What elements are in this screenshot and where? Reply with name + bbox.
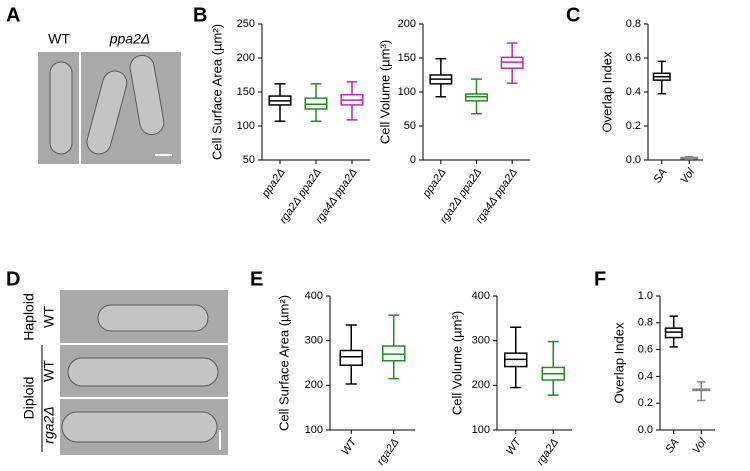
y-tick-label: 200 bbox=[472, 379, 490, 391]
y-tick-label: 250 bbox=[237, 18, 255, 30]
y-tick-label: 0.8 bbox=[626, 18, 641, 30]
y-tick-label: 0 bbox=[410, 154, 416, 166]
y-tick-label: 300 bbox=[305, 335, 323, 347]
x-tick-label: rga2Δ bbox=[375, 437, 402, 468]
x-tick-label: SA bbox=[663, 437, 681, 456]
cell bbox=[97, 304, 209, 332]
y-tick-label: 0.4 bbox=[638, 370, 653, 382]
y-axis-label: Cell Volume (µm³) bbox=[377, 40, 392, 144]
cell bbox=[129, 54, 165, 136]
cell bbox=[86, 70, 128, 155]
image-label: rga2Δ bbox=[41, 406, 57, 443]
image-label: WT bbox=[48, 31, 70, 47]
panel-letter: A bbox=[6, 4, 20, 26]
y-tick-label: 100 bbox=[305, 424, 323, 436]
x-tick-label: ppa2Δ bbox=[420, 167, 449, 201]
x-tick-label: Vol bbox=[678, 166, 697, 186]
y-axis-label: Overlap Index bbox=[611, 322, 626, 403]
image-panel-a: WT ppa2Δ bbox=[38, 31, 181, 164]
y-tick-label: 50 bbox=[404, 120, 416, 132]
panel-letter: C bbox=[566, 4, 580, 26]
y-tick-label: 0.4 bbox=[626, 86, 641, 98]
image-label: ppa2Δ bbox=[109, 31, 151, 47]
y-tick-label: 150 bbox=[398, 52, 416, 64]
x-tick-label: ppa2Δ bbox=[259, 167, 288, 201]
image-label: Diploid bbox=[21, 377, 37, 420]
y-tick-label: 50 bbox=[243, 154, 255, 166]
x-tick-label: WT bbox=[504, 435, 524, 457]
cell bbox=[49, 61, 73, 155]
y-tick-label: 0.6 bbox=[638, 344, 653, 356]
image-panel-d: Haploid WT Diploid WT rga2Δ bbox=[21, 290, 228, 455]
y-tick-label: 400 bbox=[305, 290, 323, 302]
y-axis-label: Cell Volume (µm³) bbox=[449, 311, 464, 415]
y-tick-label: 0.6 bbox=[626, 52, 641, 64]
x-tick-label: rga2Δ bbox=[534, 437, 561, 468]
panel-letter: E bbox=[250, 268, 263, 290]
y-axis-label: Overlap Index bbox=[599, 51, 614, 132]
image-label: WT bbox=[41, 306, 57, 328]
image-label: Haploid bbox=[21, 293, 37, 340]
y-tick-label: 0.2 bbox=[626, 120, 641, 132]
cell bbox=[61, 411, 218, 443]
y-tick-label: 100 bbox=[472, 424, 490, 436]
y-tick-label: 200 bbox=[398, 18, 416, 30]
y-tick-label: 300 bbox=[472, 335, 490, 347]
y-tick-label: 150 bbox=[237, 86, 255, 98]
cell bbox=[67, 357, 219, 387]
x-tick-label: SA bbox=[651, 167, 669, 186]
x-tick-label: WT bbox=[339, 435, 359, 457]
image-label: WT bbox=[41, 360, 57, 382]
y-tick-label: 400 bbox=[472, 290, 490, 302]
y-axis-label: Cell Surface Area (µm²) bbox=[209, 24, 224, 160]
y-axis-label: Cell Surface Area (µm²) bbox=[276, 295, 291, 431]
y-tick-label: 0.0 bbox=[638, 424, 653, 436]
y-tick-label: 0.0 bbox=[626, 154, 641, 166]
y-tick-label: 1.0 bbox=[638, 290, 653, 302]
panel-letter: D bbox=[6, 268, 20, 290]
box bbox=[339, 349, 363, 366]
y-tick-label: 100 bbox=[398, 86, 416, 98]
y-tick-label: 200 bbox=[237, 52, 255, 64]
y-tick-label: 200 bbox=[305, 379, 323, 391]
y-tick-label: 0.8 bbox=[638, 317, 653, 329]
x-tick-label: Vol bbox=[690, 436, 709, 456]
panel-letter: B bbox=[193, 4, 207, 26]
panel-letter: F bbox=[594, 268, 606, 290]
y-tick-label: 0.2 bbox=[638, 397, 653, 409]
y-tick-label: 100 bbox=[237, 120, 255, 132]
